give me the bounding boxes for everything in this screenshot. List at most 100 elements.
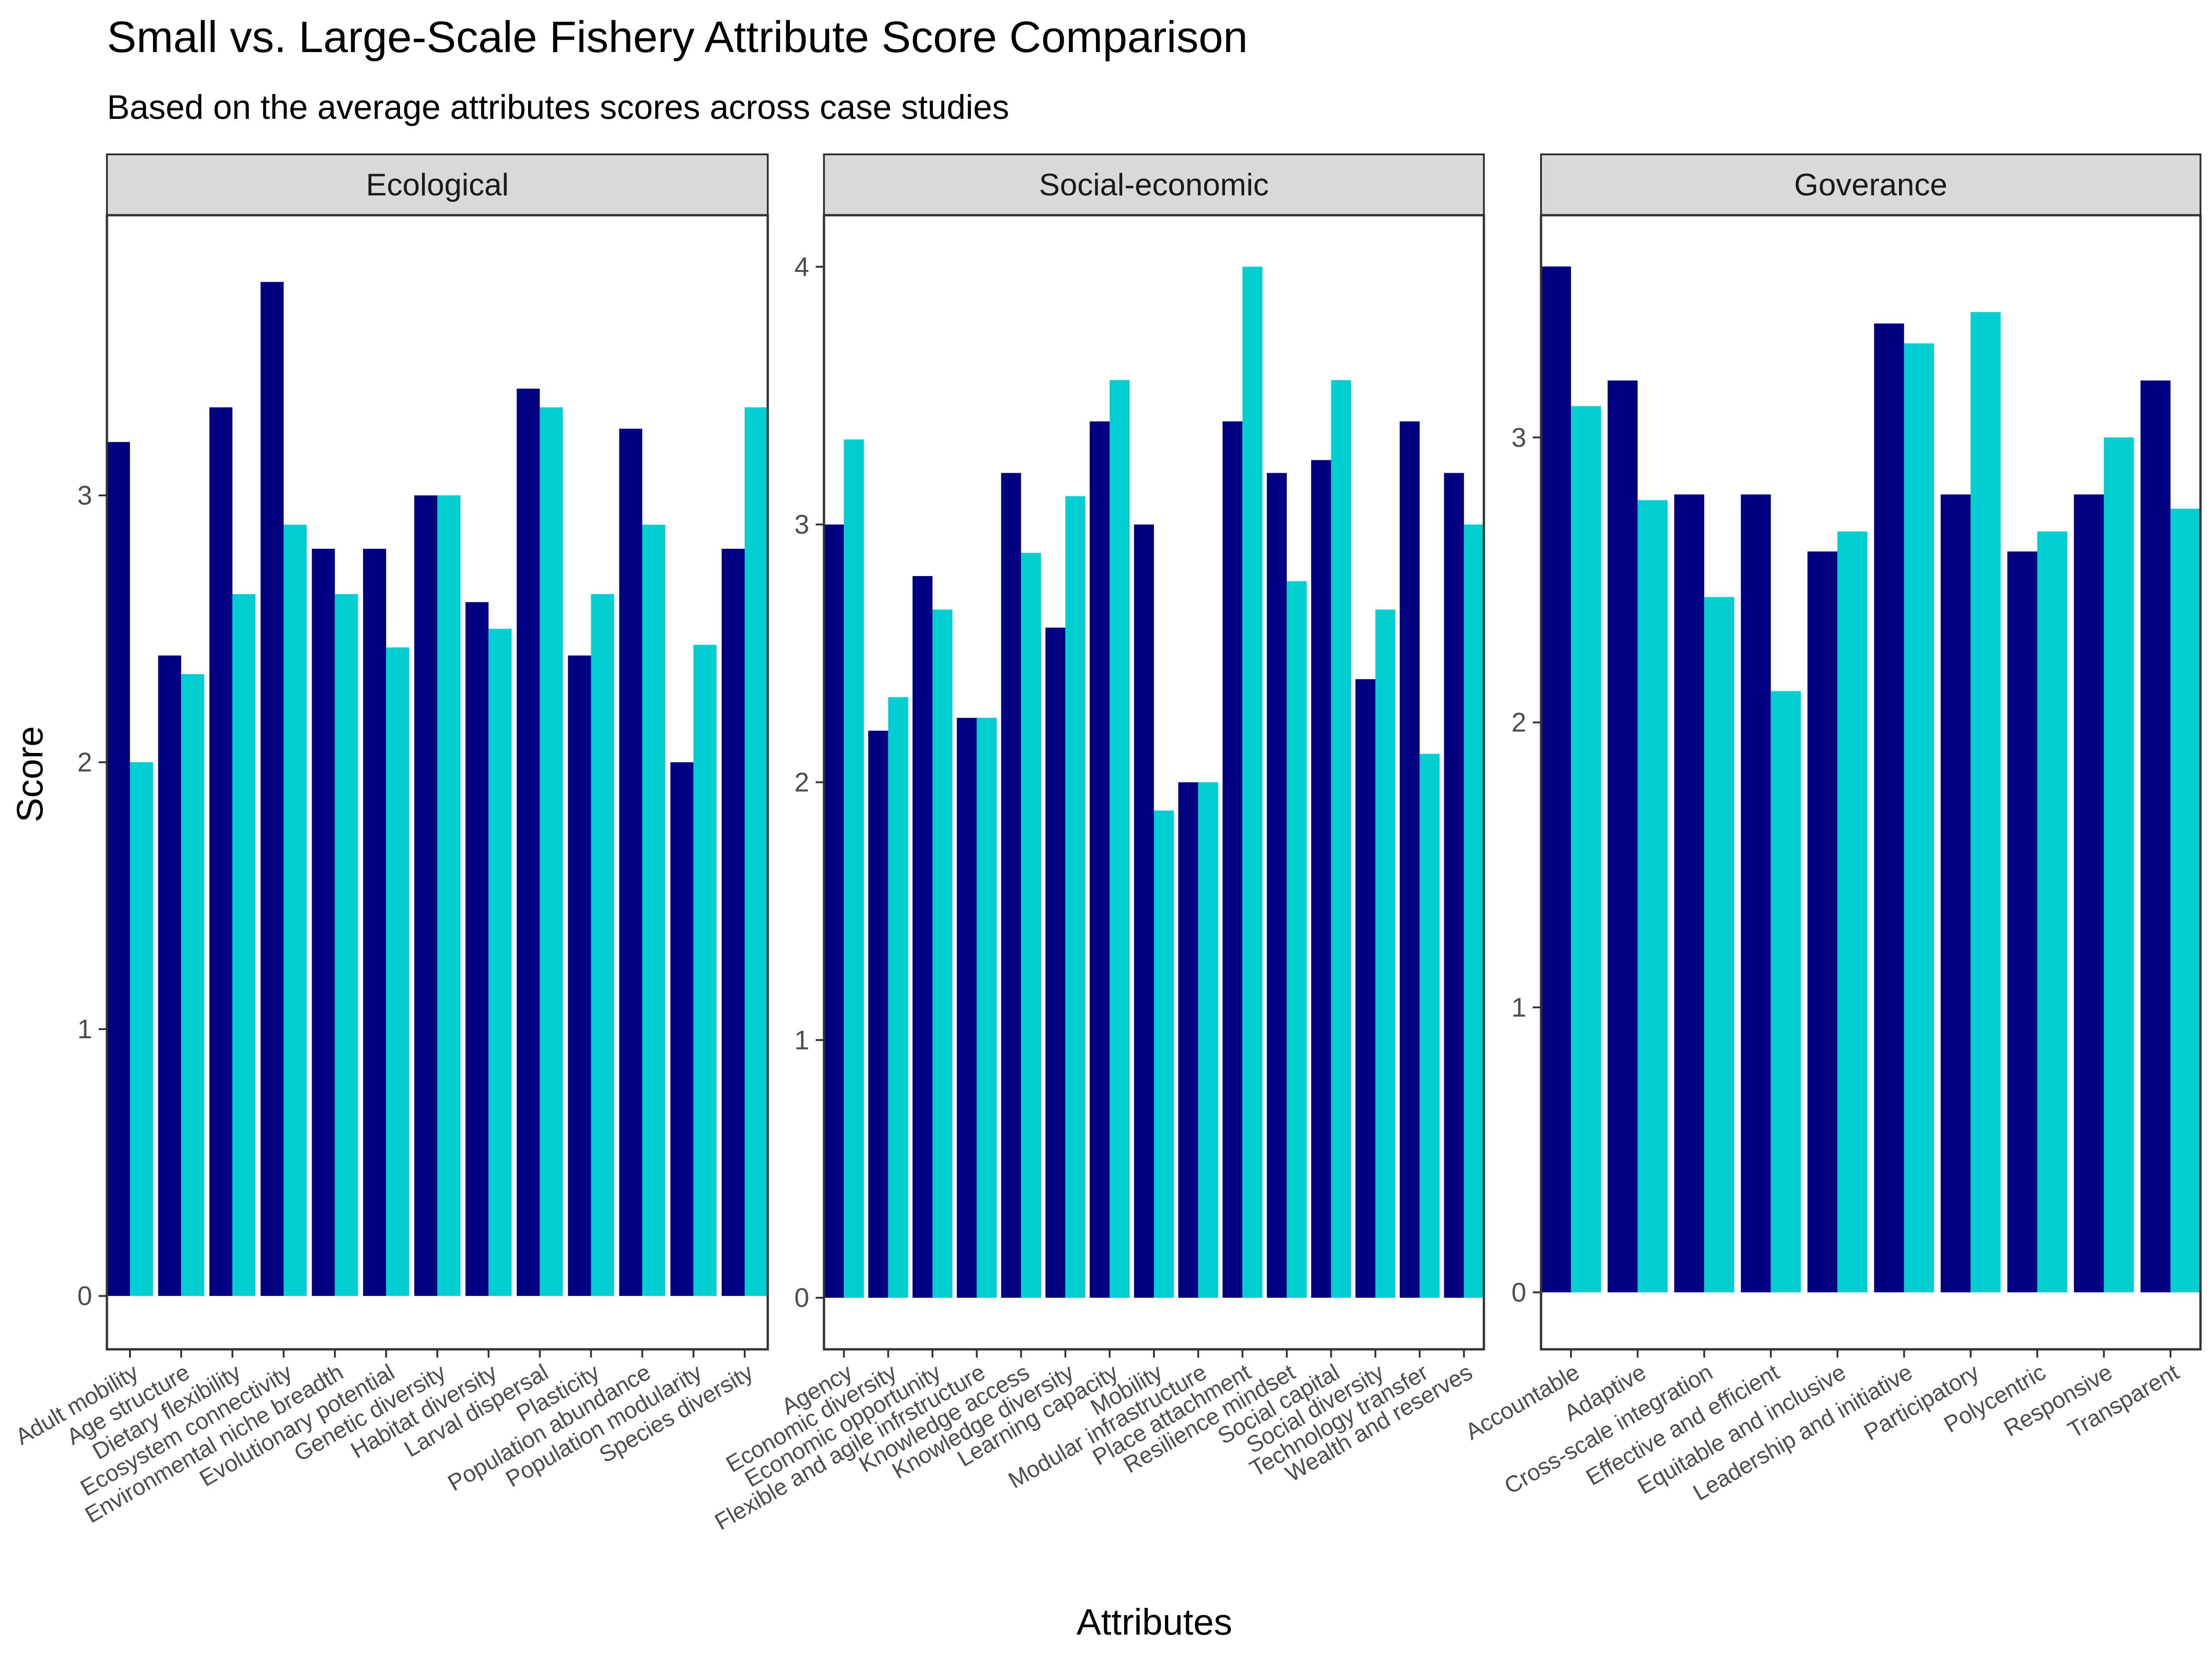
bar	[670, 762, 694, 1296]
bar	[1741, 494, 1771, 1293]
bar	[619, 429, 642, 1296]
bar	[1242, 266, 1263, 1298]
y-tick-label: 0	[794, 1283, 809, 1313]
y-axis-label: Score	[9, 726, 50, 823]
bar	[1444, 473, 1464, 1298]
x-axis-label: Attributes	[1077, 1601, 1232, 1642]
bar	[107, 442, 130, 1296]
bar	[181, 674, 205, 1296]
panel-border	[823, 214, 1485, 1351]
bar	[2140, 380, 2171, 1293]
bar	[1109, 380, 1130, 1298]
bar	[1311, 460, 1331, 1298]
bar	[957, 718, 977, 1298]
y-tick-label: 2	[1512, 708, 1526, 738]
bar	[721, 548, 745, 1296]
bar	[1331, 380, 1351, 1298]
bar	[1400, 421, 1420, 1298]
bar	[2007, 551, 2037, 1293]
bar	[1045, 627, 1065, 1298]
bar	[1287, 581, 1307, 1298]
panel-strip	[823, 153, 1485, 216]
bar	[2074, 494, 2104, 1293]
bar	[1637, 500, 1668, 1293]
bar	[1464, 524, 1484, 1298]
panel-strip	[1540, 153, 2201, 216]
bar	[2170, 508, 2200, 1293]
bar	[465, 602, 489, 1296]
bar	[591, 594, 614, 1296]
bar	[1154, 811, 1174, 1298]
y-tick-label: 1	[794, 1025, 809, 1055]
bar	[568, 655, 591, 1296]
bar	[1198, 782, 1218, 1298]
bar	[1607, 380, 1638, 1293]
bar	[363, 548, 386, 1296]
bar	[335, 594, 358, 1296]
bar	[1222, 421, 1243, 1298]
bar	[488, 629, 512, 1296]
y-tick-label: 3	[1512, 423, 1526, 453]
bar	[2104, 437, 2134, 1293]
bar	[1065, 496, 1086, 1298]
bar	[1089, 421, 1110, 1298]
y-tick-label: 2	[77, 747, 92, 777]
panel-title: Ecological	[366, 167, 509, 202]
bar	[1419, 753, 1440, 1298]
bar	[540, 407, 563, 1296]
bar	[1874, 323, 1904, 1293]
bar	[1267, 473, 1287, 1298]
bar	[2037, 531, 2067, 1293]
bar	[130, 762, 153, 1296]
chart-subtitle: Based on the average attributes scores a…	[107, 88, 1009, 126]
bar	[932, 609, 953, 1298]
bar	[517, 388, 540, 1296]
y-tick-label: 2	[794, 768, 809, 798]
bar	[283, 524, 307, 1296]
bar	[386, 647, 409, 1296]
bar	[888, 697, 908, 1298]
bar	[642, 524, 665, 1296]
y-tick-label: 0	[77, 1281, 92, 1311]
panel-title: Goverance	[1794, 167, 1947, 202]
bar	[1001, 473, 1021, 1298]
bar	[1021, 553, 1041, 1298]
y-tick-label: 0	[1512, 1277, 1526, 1307]
panel-title: Social-economic	[1039, 167, 1269, 202]
bar	[1771, 691, 1801, 1293]
bar	[260, 282, 284, 1296]
bar	[693, 645, 717, 1296]
panel-strip	[106, 153, 769, 216]
chart-title: Small vs. Large-Scale Fishery Attribute …	[107, 12, 1248, 62]
bar	[1941, 494, 1971, 1293]
panel-border	[106, 214, 769, 1351]
bar	[1837, 531, 1868, 1293]
bar	[1541, 266, 1571, 1293]
y-tick-label: 4	[794, 252, 809, 282]
bar	[1807, 551, 1838, 1293]
panel-border	[1540, 214, 2202, 1351]
bar	[1674, 494, 1705, 1293]
bar	[912, 576, 933, 1298]
y-tick-label: 3	[794, 510, 809, 540]
bar	[1375, 609, 1395, 1298]
bar	[1971, 312, 2001, 1293]
bar	[158, 655, 182, 1296]
bar	[437, 495, 461, 1296]
bar	[1704, 597, 1735, 1293]
bar	[312, 548, 335, 1296]
bar	[1571, 406, 1601, 1293]
bar	[1355, 679, 1376, 1298]
bar	[414, 495, 437, 1296]
bar	[1134, 524, 1154, 1298]
bar	[868, 730, 888, 1298]
bar	[844, 439, 864, 1298]
bar	[977, 718, 997, 1298]
bar	[744, 407, 768, 1296]
y-tick-label: 1	[1512, 993, 1526, 1023]
y-tick-label: 3	[77, 481, 92, 511]
bar	[209, 407, 233, 1296]
bar	[232, 594, 256, 1296]
